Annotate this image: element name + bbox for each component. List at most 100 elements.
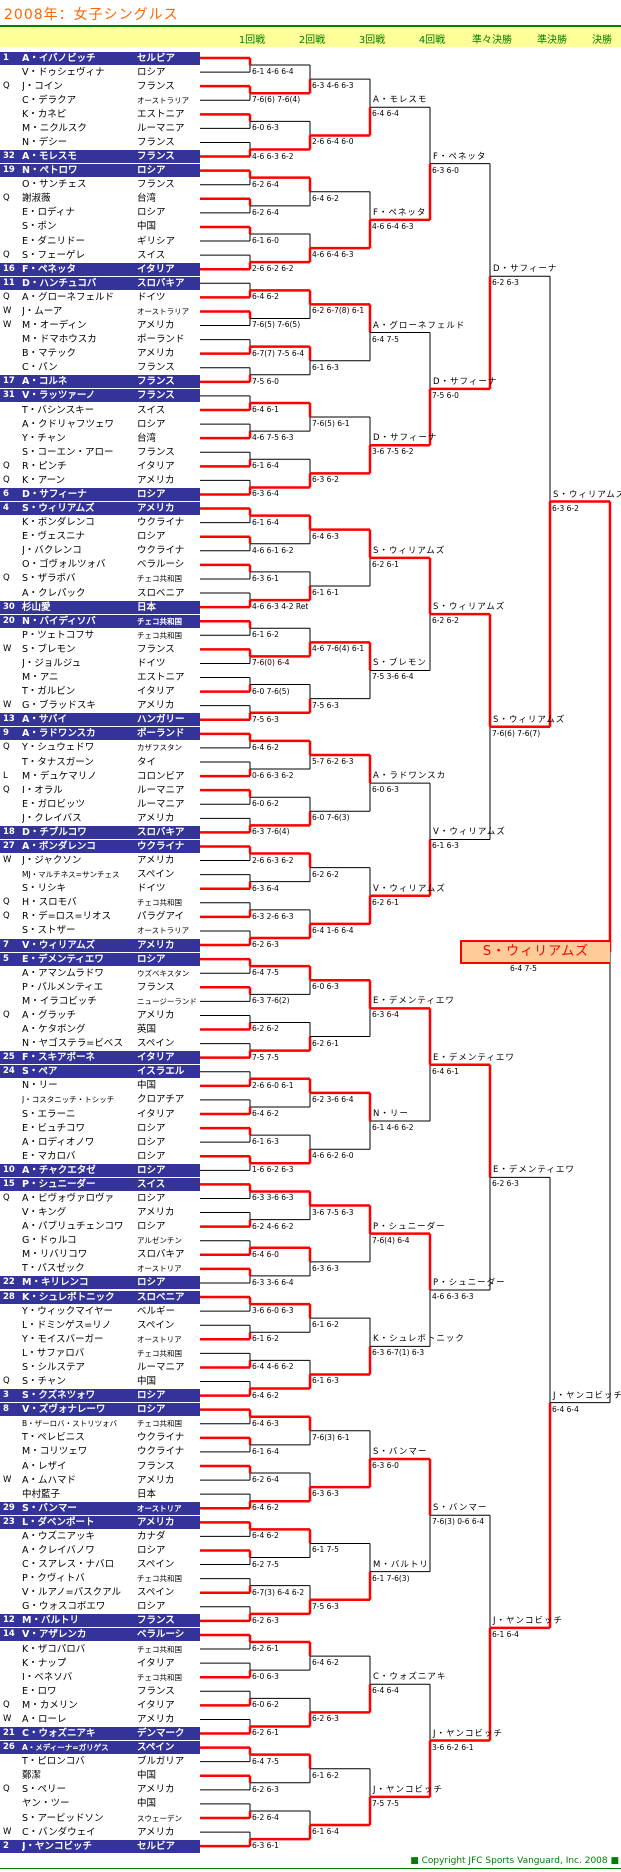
player-row: M・イラコビッチ ニュージーランド [0, 995, 200, 1008]
match-winner-name: D・サフィーナ [373, 433, 438, 444]
match-score: 6-2 6-3 [252, 1615, 279, 1625]
match-score: 6-4 7-5 [252, 968, 279, 978]
seed-number: 10 [3, 1164, 15, 1175]
match-score: 4-6 7-6(4) 6-1 [312, 644, 365, 654]
player-name: S・ペア [22, 1066, 58, 1078]
player-name: A・ボンダレンコ [22, 840, 96, 852]
player-name: B・マテック [22, 348, 77, 360]
player-name: J・クレイバス [22, 812, 82, 824]
player-name: S・ザラボバ [22, 573, 76, 585]
match-score: 4-6 7-5 6-3 [252, 433, 294, 443]
seed-number: 4 [3, 503, 9, 514]
match-score: 6-2 6-3 [492, 1179, 519, 1189]
match-winner-name: S・バンマー [373, 1446, 428, 1457]
match-winner-name: E・デメンティエワ [433, 1052, 515, 1063]
champion-box: S・ウィリアムズ [460, 940, 610, 965]
match-score: 6-1 6-2 [252, 1334, 279, 1344]
player-country: フランス [137, 136, 175, 148]
player-country: スペイン [137, 1038, 175, 1050]
player-name: J・コスタニッチ・トシッチ [22, 1095, 115, 1105]
player-name: C・デラクア [22, 94, 77, 106]
player-row: Q I・オラル ルーマニア [0, 784, 200, 797]
player-row: 25 F・スキアボーネ イタリア [0, 1051, 200, 1065]
match-score: 6-4 6-2 [312, 193, 339, 203]
player-country: 日本 [137, 601, 157, 613]
player-country: スロベニア [137, 587, 185, 599]
player-row: Q R・デ=ロス=リオス パラグアイ [0, 910, 200, 923]
player-row: P・パルメンティエ フランス [0, 981, 200, 994]
player-name: D・チブルコワ [22, 826, 87, 838]
match-score: 5-7 6-2 6-3 [312, 756, 354, 766]
player-row: 3 S・クズネツォワ ロシア [0, 1389, 200, 1403]
player-country: ウクライナ [137, 1432, 185, 1444]
player-name: 杉山愛 [22, 601, 51, 613]
match-score: 6-2 6-2 [312, 869, 339, 879]
player-row: 7 V・ウィリアムズ アメリカ [0, 938, 200, 952]
player-row: W S・ブレモン フランス [0, 643, 200, 656]
player-name: A・チャクエタゼ [22, 1164, 96, 1176]
match-score: 6-2 6-2 [252, 1024, 279, 1034]
player-country: チェコ共和国 [137, 1644, 182, 1654]
player-name: J・コイン [22, 80, 63, 92]
match-score: 7-6(3) 0-6 6-4 [432, 1517, 485, 1527]
match-score: 6-1 6-2 [252, 630, 279, 640]
player-country: スイス [137, 1178, 166, 1190]
player-country: ウクライナ [137, 1446, 185, 1458]
entry-type: Q [3, 1192, 10, 1203]
match-score: 6-1 6-4 [312, 1827, 339, 1837]
match-score: 6-1 4-6 6-4 [252, 67, 294, 77]
player-row: 16 F・ペネッタ イタリア [0, 262, 200, 276]
round-label: 準々決勝 [472, 35, 512, 46]
player-row: E・ロディナ ロシア [0, 206, 200, 219]
footer-divider [0, 1868, 621, 1869]
player-row: 22 M・キリレンコ ロシア [0, 1276, 200, 1290]
match-score: 6-2 6-3 [312, 1714, 339, 1724]
player-name: S・ウィリアムズ [22, 503, 95, 515]
player-row: Q A・グラッチ アメリカ [0, 1009, 200, 1022]
player-name: K・ザコパロバ [22, 1643, 86, 1655]
player-row: B・マテック アメリカ [0, 347, 200, 360]
player-row: 31 V・ラッツァーノ フランス [0, 389, 200, 403]
player-row: E・ガロビッツ ルーマニア [0, 798, 200, 811]
seed-number: 6 [3, 488, 9, 499]
player-name: A・アマンムラドワ [22, 967, 104, 979]
match-score: 6-2 6-3 [252, 940, 279, 949]
player-row: Q R・ピンチ イタリア [0, 460, 200, 473]
player-country: ロシア [137, 1277, 166, 1289]
seed-number: 27 [3, 840, 15, 851]
match-winner-name: S・ウィリアムズ [373, 545, 446, 556]
player-name: A・ビヴォヴァロヴァ [22, 1192, 114, 1204]
player-row: N・リー 中国 [0, 1079, 200, 1092]
match-score: 6-0 6-3 [372, 785, 399, 795]
seed-number: 20 [3, 615, 15, 626]
match-score: 6-1 6-2 [312, 1770, 339, 1780]
match-score: 4-6 6-3 4-2 Ret [252, 602, 309, 612]
player-row: Y・モイスバーガー オーストリア [0, 1333, 200, 1346]
player-country: オーストラリア [137, 306, 190, 316]
player-country: アメリカ [137, 1713, 175, 1725]
match-score: 1-6 6-2 6-3 [252, 1165, 294, 1175]
final-score: 6-4 7-5 [510, 964, 537, 974]
match-score: 2-6 6-4 6-0 [312, 137, 354, 147]
match-score: 6-4 6-3 [312, 531, 339, 541]
match-score: 6-0 6-2 [252, 799, 279, 809]
player-country: チェコ共和国 [137, 574, 182, 584]
player-country: ロシア [137, 1390, 166, 1402]
match-score: 7-5 6-3 [312, 1601, 339, 1611]
player-row: M・アニ エストニア [0, 671, 200, 684]
player-row: Q M・カメリン イタリア [0, 1699, 200, 1712]
match-score: 6-3 6-1 [252, 573, 279, 583]
player-row: A・ウズニアッキ カナダ [0, 1530, 200, 1543]
player-country: フランス [137, 390, 175, 402]
player-name: K・ナップ [22, 1657, 67, 1669]
player-name: T・タナスガーン [22, 756, 94, 768]
player-row: S・アービッドソン スウェーデン [0, 1812, 200, 1825]
seed-number: 7 [3, 939, 9, 950]
player-name: K・カネピ [22, 108, 67, 120]
player-name: A・クレイバノワ [22, 1544, 95, 1556]
player-row: 24 S・ペア イスラエル [0, 1065, 200, 1079]
player-row: 13 A・サバイ ハンガリー [0, 713, 200, 727]
player-country: アメリカ [137, 1826, 175, 1838]
player-name: K・シュレボトニック [22, 1291, 115, 1303]
match-score: 6-3 6-1 [252, 1841, 279, 1851]
